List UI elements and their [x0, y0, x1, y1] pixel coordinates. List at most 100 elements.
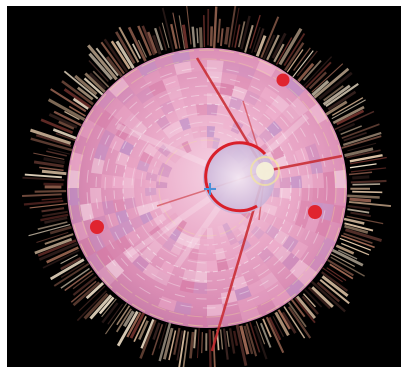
disc-segment — [200, 137, 207, 149]
ring-streak — [39, 166, 64, 172]
ring-streak — [138, 320, 149, 341]
ring-streak — [182, 331, 189, 367]
ring-streak — [88, 52, 113, 81]
ring-streak — [83, 292, 109, 320]
disc-segment — [255, 59, 277, 78]
disc-segment — [154, 270, 171, 286]
disc-segment — [212, 137, 221, 150]
disc-segment — [260, 272, 279, 290]
ring-streak — [231, 7, 240, 48]
disc-segment — [115, 151, 130, 167]
disc-segment — [333, 169, 346, 188]
disc-segment — [96, 246, 115, 266]
ring-streak — [284, 42, 305, 72]
ring-streak — [349, 197, 372, 203]
disc-segment — [139, 151, 154, 165]
disc-segment — [194, 271, 207, 283]
ring-streak — [60, 262, 85, 279]
disc-segment — [196, 260, 207, 272]
disc-segment — [173, 61, 192, 75]
ring-streak — [348, 200, 392, 208]
ring-streak — [72, 281, 101, 307]
disc-segment — [182, 93, 197, 107]
ring-streak — [47, 148, 70, 155]
ring-streak — [212, 6, 218, 49]
ring-streak — [283, 306, 306, 339]
disc-segment — [270, 215, 285, 230]
ring-streak — [244, 24, 254, 53]
disc-segment — [207, 93, 220, 105]
disc-segment — [162, 237, 176, 252]
ring-streak — [50, 88, 87, 113]
disc-segment — [96, 265, 117, 287]
ring-streak — [341, 135, 382, 149]
ring-streak — [64, 110, 80, 121]
disc-segment — [170, 120, 184, 135]
disc-segment — [142, 96, 160, 113]
ring-streak — [28, 224, 71, 237]
disc-segment — [291, 241, 309, 260]
ring-streak — [84, 72, 106, 93]
ring-streak — [55, 132, 76, 142]
disc-segment — [88, 232, 106, 252]
ring-streak — [173, 327, 181, 355]
ring-streak — [193, 329, 197, 349]
ring-streak — [78, 285, 106, 312]
ring-streak — [240, 15, 251, 50]
ring-streak — [347, 208, 370, 214]
disc-segment — [322, 188, 335, 205]
ring-streak — [95, 47, 119, 77]
disc-segment — [91, 201, 105, 219]
ring-streak — [338, 122, 356, 132]
disc-segment — [284, 278, 306, 299]
disc-segment — [170, 241, 184, 256]
ring-streak — [60, 267, 90, 289]
ring-streak — [295, 295, 317, 319]
ring-streak — [203, 15, 206, 48]
disc-segment — [279, 188, 291, 199]
disc-segment — [156, 181, 168, 188]
disc-segment — [174, 106, 189, 121]
disc-segment — [237, 64, 256, 80]
ring-streak — [158, 26, 168, 51]
disc-segment — [277, 166, 291, 179]
ring-streak — [158, 322, 172, 362]
ring-streak — [217, 18, 221, 43]
ring-streak — [189, 331, 195, 359]
disc-segment — [207, 60, 224, 73]
ring-streak — [266, 34, 280, 61]
disc-segment — [137, 59, 159, 78]
ring-streak — [101, 298, 117, 318]
disc-segment — [216, 258, 229, 272]
ring-streak — [61, 80, 94, 106]
disc-segment — [147, 239, 163, 255]
ring-streak — [343, 232, 373, 244]
ring-streak — [287, 301, 307, 328]
disc-segment — [109, 135, 125, 152]
ring-streak — [219, 28, 224, 47]
disc-segment — [122, 113, 140, 131]
ring-streak — [243, 325, 254, 355]
ring-streak — [274, 311, 290, 337]
marker-left — [90, 220, 104, 234]
disc-segment — [114, 105, 133, 124]
disc-segment — [153, 53, 174, 70]
ring-streak — [316, 281, 341, 303]
ring-streak — [47, 98, 86, 121]
ring-streak — [181, 24, 189, 49]
disc-segment — [312, 188, 324, 204]
ring-streak — [341, 242, 370, 256]
disc-segment — [312, 172, 324, 188]
disc-segment — [123, 166, 137, 179]
ring-streak — [42, 210, 68, 218]
ring-streak — [63, 88, 92, 109]
ring-streak — [140, 318, 155, 349]
disc-segment — [320, 203, 334, 222]
ring-streak — [349, 154, 383, 163]
disc-segment — [170, 96, 186, 111]
disc-segment — [266, 120, 283, 137]
ring-streak — [100, 41, 125, 75]
disc-ring — [131, 112, 283, 264]
disc-segment — [297, 265, 318, 287]
disc-segment — [139, 247, 156, 264]
